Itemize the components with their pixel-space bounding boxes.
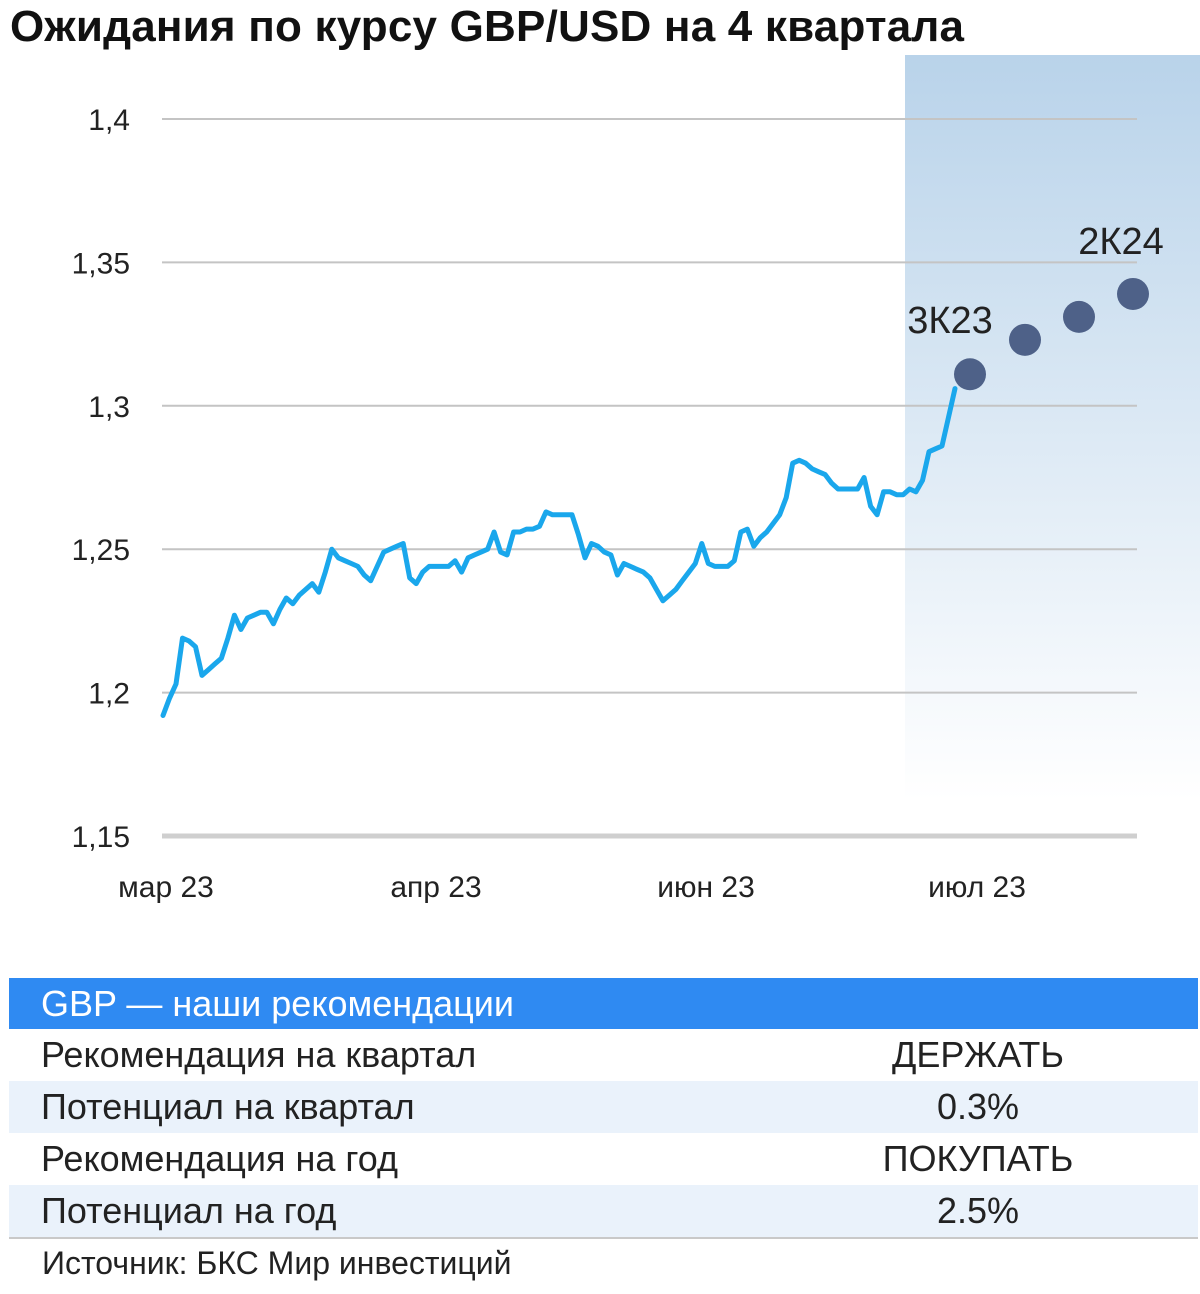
table-row: Потенциал на квартал 0.3% <box>9 1081 1198 1133</box>
table-row: Потенциал на год 2.5% <box>9 1185 1198 1239</box>
x-tick-label: мар 23 <box>118 871 214 904</box>
forecast-point <box>1117 277 1149 310</box>
x-tick-label: июл 23 <box>928 871 1026 904</box>
y-tick-label: 1,15 <box>72 821 130 854</box>
row-value: ДЕРЖАТЬ <box>891 1034 1065 1075</box>
y-tick-label: 1,35 <box>72 247 130 280</box>
y-axis-ticks: 1,4 1,35 1,3 1,25 1,2 1,15 <box>72 104 130 854</box>
gridlines <box>162 118 1137 839</box>
callout-2k24: 2К24 <box>1078 221 1164 263</box>
table-row: Рекомендация на квартал ДЕРЖАТЬ <box>9 1029 1198 1081</box>
callout-3k23: 3К23 <box>907 300 993 342</box>
forecast-points <box>954 277 1149 391</box>
line-chart: 1,4 1,35 1,3 1,25 1,2 1,15 мар 23 апр 23 июн 23… <box>72 55 1200 904</box>
y-tick-label: 1,4 <box>88 104 130 137</box>
forecast-point <box>954 358 986 391</box>
forecast-point <box>1009 323 1041 356</box>
row-value: 2.5% <box>758 1185 1198 1239</box>
x-tick-label: июн 23 <box>657 871 755 904</box>
y-tick-label: 1,2 <box>88 678 130 711</box>
y-tick-label: 1,25 <box>72 534 130 567</box>
row-label: Рекомендация на квартал <box>41 1034 477 1075</box>
row-value: 0.3% <box>758 1081 1198 1133</box>
row-value: ПОКУПАТЬ <box>882 1138 1074 1179</box>
row-label: Рекомендация на год <box>41 1138 399 1179</box>
x-axis-ticks: мар 23 апр 23 июн 23 июл 23 <box>118 871 1026 904</box>
row-label: Потенциал на квартал <box>9 1081 758 1133</box>
forecast-zone <box>905 55 1200 800</box>
forecast-point <box>1063 300 1095 333</box>
source-note: Источник: БКС Мир инвестиций <box>42 1245 512 1281</box>
chart-title: Ожидания по курсу GBP/USD на 4 квартала <box>10 2 965 51</box>
x-tick-label: апр 23 <box>390 871 481 904</box>
table-header: GBP — наши рекомендации <box>9 978 1198 1029</box>
table-row: Рекомендация на год ПОКУПАТЬ <box>9 1133 1198 1185</box>
y-tick-label: 1,3 <box>88 391 130 424</box>
series-line-gbpusd <box>160 386 958 718</box>
recommendations-table: GBP — наши рекомендации Рекомендация на … <box>9 978 1198 1239</box>
row-label: Потенциал на год <box>9 1185 758 1239</box>
